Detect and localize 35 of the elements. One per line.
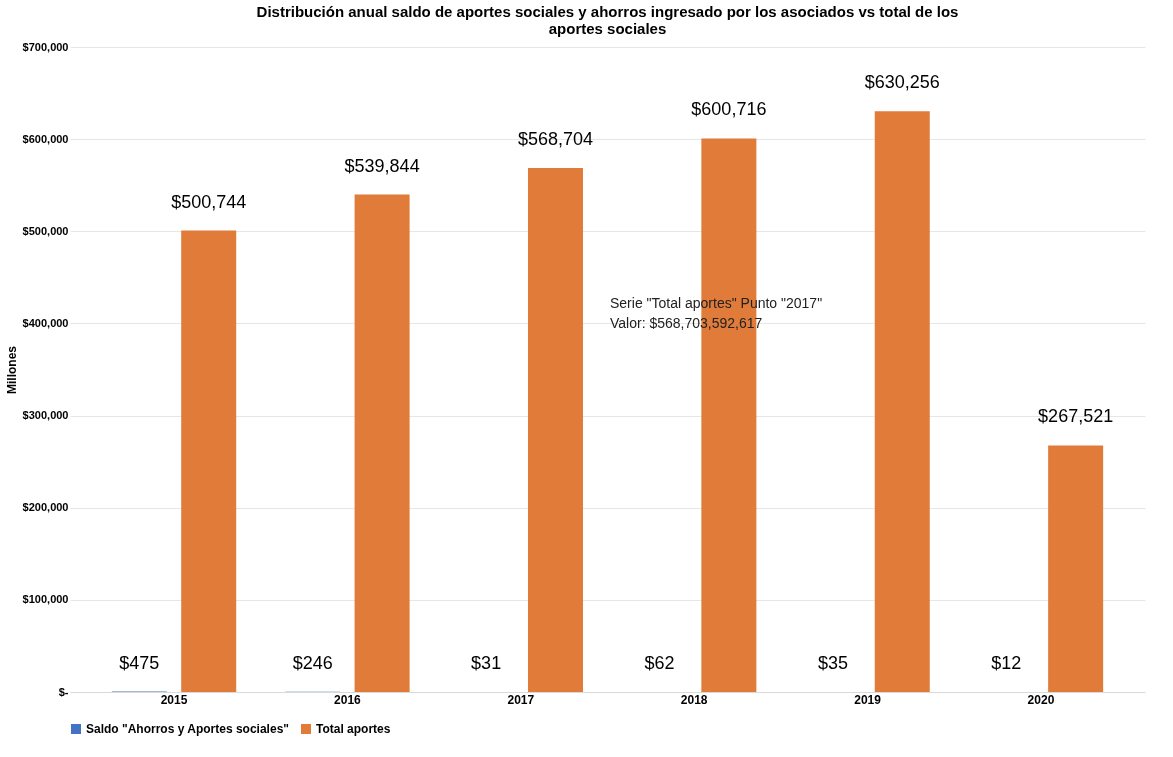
y-tick-label: $500,000 bbox=[22, 224, 69, 237]
chart-title: Distribución anual saldo de aportes sociales y ahorros ingresado por los asociados vs total de los aportes sociales bbox=[256, 3, 959, 37]
y-tick-label: $700,000 bbox=[22, 40, 69, 53]
data-label: $630,256 bbox=[864, 72, 940, 93]
y-axis-title: Millones bbox=[4, 345, 19, 395]
legend-label: Total aportes bbox=[316, 722, 391, 736]
data-label: $35 bbox=[817, 652, 848, 673]
y-tick-label: $100,000 bbox=[22, 593, 69, 606]
x-tick-label: 2017 bbox=[507, 692, 535, 707]
x-tick-label: 2018 bbox=[680, 692, 708, 707]
data-label: $31 bbox=[471, 652, 502, 673]
data-label: $500,744 bbox=[171, 191, 247, 212]
y-tick-label: $300,000 bbox=[22, 409, 69, 422]
legend-label: Saldo "Ahorros y Aportes sociales" bbox=[86, 722, 289, 736]
data-label: $267,521 bbox=[1038, 406, 1114, 427]
bar bbox=[874, 111, 930, 692]
y-tick-label: $600,000 bbox=[22, 132, 69, 145]
data-label: $600,716 bbox=[691, 99, 767, 120]
y-tick-label: $200,000 bbox=[22, 501, 69, 514]
data-label: $568,704 bbox=[517, 128, 594, 149]
bar bbox=[527, 167, 583, 692]
bar bbox=[354, 194, 410, 692]
x-tick-label: 2020 bbox=[1027, 692, 1055, 707]
data-label: $12 bbox=[991, 652, 1022, 673]
bar bbox=[1048, 445, 1104, 692]
y-tick-label: $400,000 bbox=[22, 316, 69, 329]
data-label: $246 bbox=[292, 652, 333, 673]
y-tick-label: $- bbox=[58, 685, 69, 698]
data-label: $62 bbox=[644, 652, 675, 673]
x-tick-label: 2015 bbox=[160, 692, 188, 707]
bar bbox=[181, 230, 237, 692]
x-tick-label: 2019 bbox=[854, 692, 882, 707]
x-tick-label: 2016 bbox=[334, 692, 362, 707]
data-label: $475 bbox=[119, 652, 160, 673]
data-label: $539,844 bbox=[344, 155, 420, 176]
